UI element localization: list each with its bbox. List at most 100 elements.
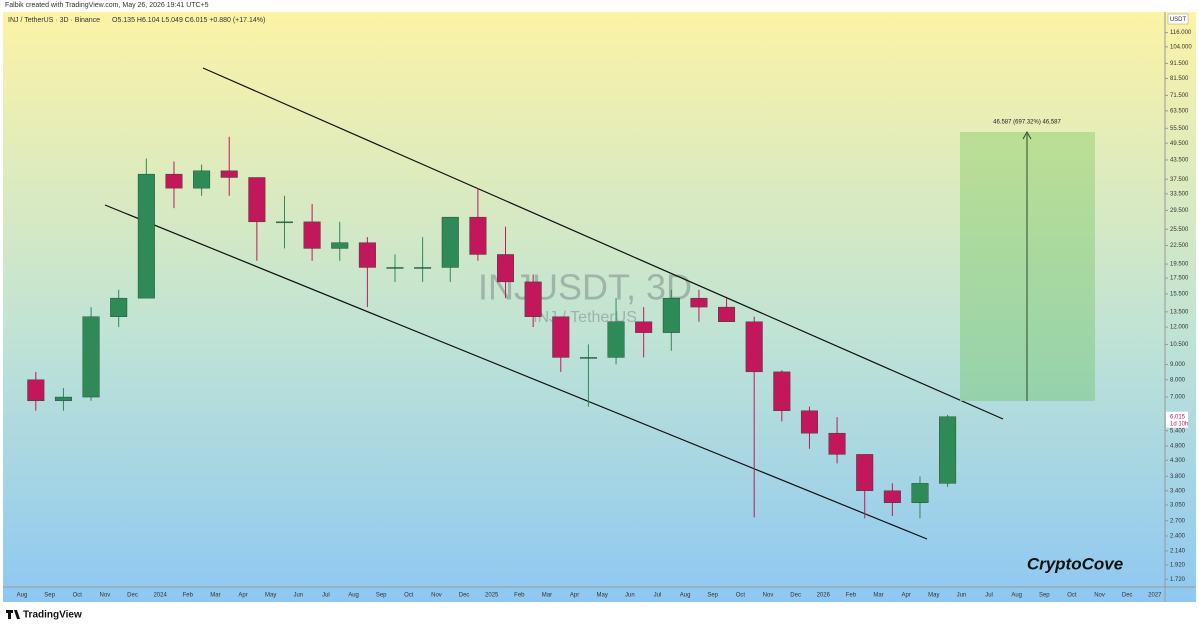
x-tick-label: Oct (404, 593, 414, 599)
y-tick-label: 91.500 (1170, 61, 1189, 67)
x-tick-label: Nov (1094, 593, 1105, 599)
x-tick-label: Nov (100, 593, 111, 599)
x-tick-label: Dec (1122, 593, 1133, 599)
candle-body (773, 371, 791, 411)
candle-body (275, 221, 293, 224)
candle-body (607, 321, 625, 358)
y-tick-label: 19.500 (1170, 262, 1189, 268)
candle-body (745, 321, 763, 373)
candle-body (662, 297, 680, 333)
symbol-header: INJ / TetherUS · 3D · Binance (8, 17, 100, 24)
candle-body (939, 416, 957, 484)
candle-body (331, 242, 349, 249)
y-tick-label: 12.000 (1170, 325, 1189, 331)
currency-box (1167, 13, 1189, 25)
measure-label: 46.587 (697.32%) 46,587 (993, 120, 1061, 126)
x-tick-label: Apr (238, 593, 247, 599)
y-tick-label: 17.500 (1170, 276, 1189, 282)
y-tick-label: 1.920 (1170, 563, 1186, 569)
x-tick-label: Jul (322, 593, 330, 599)
y-tick-label: 13.500 (1170, 309, 1189, 315)
ohlc-header: O5.135 H6.104 L5.049 C6.015 +0.880 (+17.… (112, 17, 265, 24)
x-tick-label: Sep (1039, 593, 1050, 599)
y-tick-label: 4.800 (1170, 444, 1186, 450)
candle-body (856, 454, 874, 491)
y-tick-label: 3.800 (1170, 474, 1186, 480)
x-tick-label: Sep (376, 593, 387, 599)
logo-icon (6, 610, 20, 619)
y-tick-label: 2.400 (1170, 534, 1186, 540)
x-tick-label: Jul (654, 593, 662, 599)
x-tick-label: 2025 (485, 593, 499, 599)
y-tick-label: 9.000 (1170, 362, 1186, 368)
x-tick-label: May (265, 593, 276, 599)
y-tick-label: 22.500 (1170, 243, 1189, 249)
x-tick-label: May (597, 593, 608, 599)
candle-body (137, 173, 155, 299)
logo: TradingView (23, 610, 82, 621)
x-tick-label: Dec (790, 593, 801, 599)
x-tick-label: Sep (707, 593, 718, 599)
y-tick-label: 10.500 (1170, 342, 1189, 348)
x-tick-label: Jun (625, 593, 635, 599)
candle-body (414, 267, 432, 269)
y-tick-label: 63.500 (1170, 108, 1189, 114)
y-tick-label: 5.400 (1170, 428, 1186, 434)
x-tick-label: Feb (183, 593, 194, 599)
x-tick-label: Dec (459, 593, 470, 599)
candle-body (524, 281, 542, 317)
x-tick-label: Jul (985, 593, 993, 599)
candle-body (441, 216, 459, 268)
last-price-box (1166, 411, 1188, 428)
candle-body (883, 490, 901, 503)
last-price-label: 6.015 (1170, 414, 1186, 420)
x-tick-label: Dec (127, 593, 138, 599)
candle-body (27, 379, 45, 402)
x-tick-label: May (928, 593, 939, 599)
x-tick-label: Oct (1067, 593, 1077, 599)
x-tick-label: Sep (44, 593, 55, 599)
candle-body (82, 316, 100, 398)
y-tick-label: 2.700 (1170, 518, 1186, 524)
y-tick-label: 104.000 (1170, 44, 1192, 50)
x-tick-label: Jun (293, 593, 303, 599)
x-tick-label: 2027 (1148, 593, 1162, 599)
x-tick-label: Mar (542, 593, 552, 599)
candle-body (552, 316, 570, 358)
candle-body (358, 242, 376, 268)
x-tick-label: Aug (348, 593, 359, 599)
x-tick-label: Feb (846, 593, 857, 599)
candle-body (54, 396, 72, 402)
candle-body (193, 170, 211, 189)
y-tick-label: 55.500 (1170, 126, 1189, 132)
candle-body (497, 254, 515, 283)
x-tick-label: Nov (431, 593, 442, 599)
y-tick-label: 29.500 (1170, 208, 1189, 214)
y-tick-label: 71.500 (1170, 93, 1189, 99)
x-tick-label: Jun (957, 593, 967, 599)
candle-body (248, 177, 266, 223)
candle-body (110, 297, 128, 317)
x-tick-label: Nov (763, 593, 774, 599)
x-tick-label: Feb (514, 593, 525, 599)
candle-body (690, 297, 708, 308)
x-tick-label: Apr (901, 593, 910, 599)
y-tick-label: 49.500 (1170, 141, 1189, 147)
x-tick-label: Mar (873, 593, 883, 599)
y-tick-label: 37.500 (1170, 177, 1189, 183)
candle-body (828, 432, 846, 455)
candle-body (165, 173, 183, 189)
credit: Falbik created with TradingView.com, May… (5, 2, 209, 9)
channel-lower (104, 204, 928, 540)
brand: CryptoCove (1027, 554, 1123, 573)
y-tick-label: 15.500 (1170, 291, 1189, 297)
countdown: 1d 10h (1170, 421, 1188, 427)
candle-body (635, 321, 653, 333)
y-tick-label: 43.500 (1170, 158, 1189, 164)
y-tick-label: 25.500 (1170, 227, 1189, 233)
y-tick-label: 8.000 (1170, 377, 1186, 383)
y-tick-label: 2.140 (1170, 548, 1186, 554)
x-tick-label: Oct (73, 593, 83, 599)
